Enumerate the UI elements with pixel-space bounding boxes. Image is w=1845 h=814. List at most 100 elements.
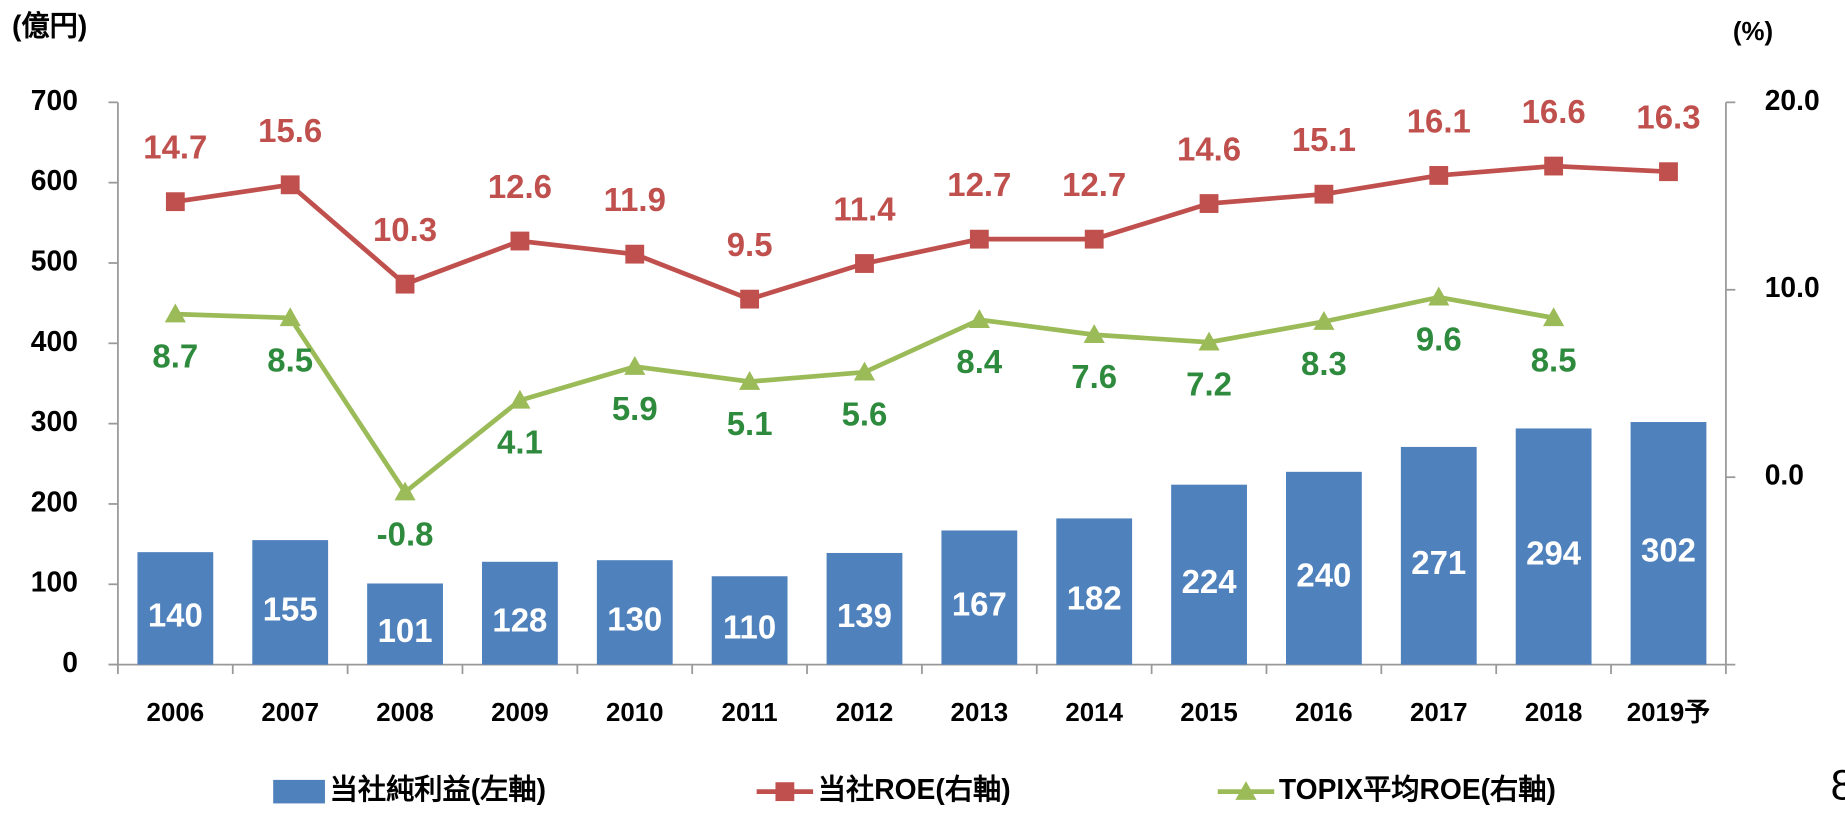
marker — [1544, 156, 1564, 176]
legend-label: 当社純利益(左軸) — [330, 773, 546, 805]
point-label: 5.1 — [727, 405, 773, 442]
marker — [279, 307, 301, 327]
y2-unit: (%) — [1733, 18, 1773, 46]
x-tick-label: 2012 — [836, 699, 894, 727]
x-tick-label: 2018 — [1525, 699, 1583, 727]
x-tick-label: 2015 — [1180, 699, 1238, 727]
marker — [1428, 286, 1450, 306]
bar-label: 271 — [1411, 544, 1466, 581]
point-label: 12.7 — [947, 166, 1011, 203]
marker — [968, 309, 990, 328]
bar — [596, 560, 673, 665]
bar — [826, 552, 903, 665]
marker — [625, 244, 645, 264]
x-tick-label: 2009 — [491, 699, 549, 727]
marker — [1199, 194, 1219, 213]
point-label: 9.6 — [1416, 321, 1462, 358]
y-tick-label: 100 — [31, 566, 78, 598]
marker — [164, 303, 186, 323]
x-tick-label: 2010 — [606, 699, 664, 727]
bar-label: 140 — [148, 596, 203, 633]
x-tick-label: 2008 — [376, 699, 434, 727]
point-label: 7.2 — [1186, 366, 1232, 403]
y-tick-label: 600 — [31, 164, 78, 196]
bar — [482, 561, 558, 665]
bar — [941, 530, 1018, 665]
point-label: 11.4 — [833, 190, 896, 227]
marker — [1659, 162, 1678, 182]
point-label: 16.3 — [1636, 99, 1700, 136]
y2-tick-label: 20.0 — [1765, 84, 1820, 116]
point-label: 14.7 — [143, 129, 207, 166]
page-number: 8 — [1831, 761, 1845, 808]
point-label: 5.9 — [612, 390, 658, 427]
point-label: 16.1 — [1407, 102, 1471, 139]
bar — [252, 540, 329, 665]
x-tick-label: 2014 — [1065, 699, 1123, 727]
legend-marker — [775, 782, 795, 802]
marker — [394, 481, 416, 501]
y-tick-label: 0 — [62, 646, 78, 678]
bar — [137, 552, 214, 665]
bar-label: 139 — [837, 597, 892, 634]
marker — [853, 361, 876, 381]
point-label: 8.4 — [956, 343, 1002, 380]
line — [174, 163, 1669, 302]
marker — [855, 254, 874, 273]
point-label: 8.5 — [1531, 341, 1577, 378]
y-unit: (億円) — [12, 10, 87, 42]
point-label: 10.3 — [373, 211, 437, 248]
marker — [1314, 184, 1334, 204]
bar-label: 294 — [1526, 535, 1582, 572]
bar-label: 130 — [607, 601, 662, 638]
bar-label: 302 — [1641, 531, 1696, 568]
point-label: 8.5 — [267, 341, 313, 378]
marker — [740, 289, 760, 309]
marker — [739, 371, 761, 390]
bar — [1400, 446, 1477, 665]
bar-label: 167 — [952, 586, 1007, 623]
x-tick-label: 2011 — [722, 699, 778, 727]
marker — [624, 356, 646, 375]
marker — [1198, 331, 1220, 351]
marker — [1313, 311, 1335, 330]
bar — [1286, 471, 1362, 665]
bar-label: 155 — [263, 590, 318, 627]
marker — [280, 175, 300, 195]
point-label: 8.3 — [1301, 345, 1347, 382]
bar — [367, 583, 443, 665]
point-label: 11.9 — [604, 181, 666, 218]
x-tick-label: 2007 — [261, 699, 319, 727]
marker — [509, 389, 531, 409]
y-tick-label: 200 — [31, 485, 78, 517]
marker — [510, 231, 530, 251]
x-tick-label: 2013 — [951, 699, 1009, 727]
y2-tick-label: 0.0 — [1765, 459, 1804, 491]
bar — [1515, 428, 1592, 665]
y-tick-label: 300 — [31, 405, 78, 437]
point-label: 15.6 — [258, 112, 322, 149]
bar-label: 101 — [378, 612, 433, 649]
point-label: 4.1 — [497, 424, 543, 461]
marker — [1084, 229, 1104, 249]
marker — [1429, 166, 1449, 185]
point-label: 15.1 — [1292, 121, 1356, 158]
x-tick-label: 2016 — [1295, 699, 1353, 727]
marker — [969, 229, 989, 249]
bar — [1630, 422, 1707, 665]
legend-label: 当社ROE(右軸) — [818, 773, 1011, 805]
marker — [395, 274, 415, 294]
bar-label: 110 — [723, 609, 776, 646]
bar-label: 182 — [1067, 580, 1122, 617]
y-tick-label: 400 — [31, 325, 78, 357]
marker — [1543, 307, 1565, 327]
point-label: 9.5 — [727, 226, 773, 263]
bar — [711, 576, 788, 665]
point-label: 16.6 — [1522, 93, 1586, 130]
x-tick-label: 2019予 — [1627, 699, 1711, 727]
x-tick-label: 2006 — [147, 699, 205, 727]
point-label: 12.7 — [1062, 166, 1126, 203]
marker — [1083, 324, 1105, 343]
bar-label: 240 — [1296, 556, 1351, 593]
